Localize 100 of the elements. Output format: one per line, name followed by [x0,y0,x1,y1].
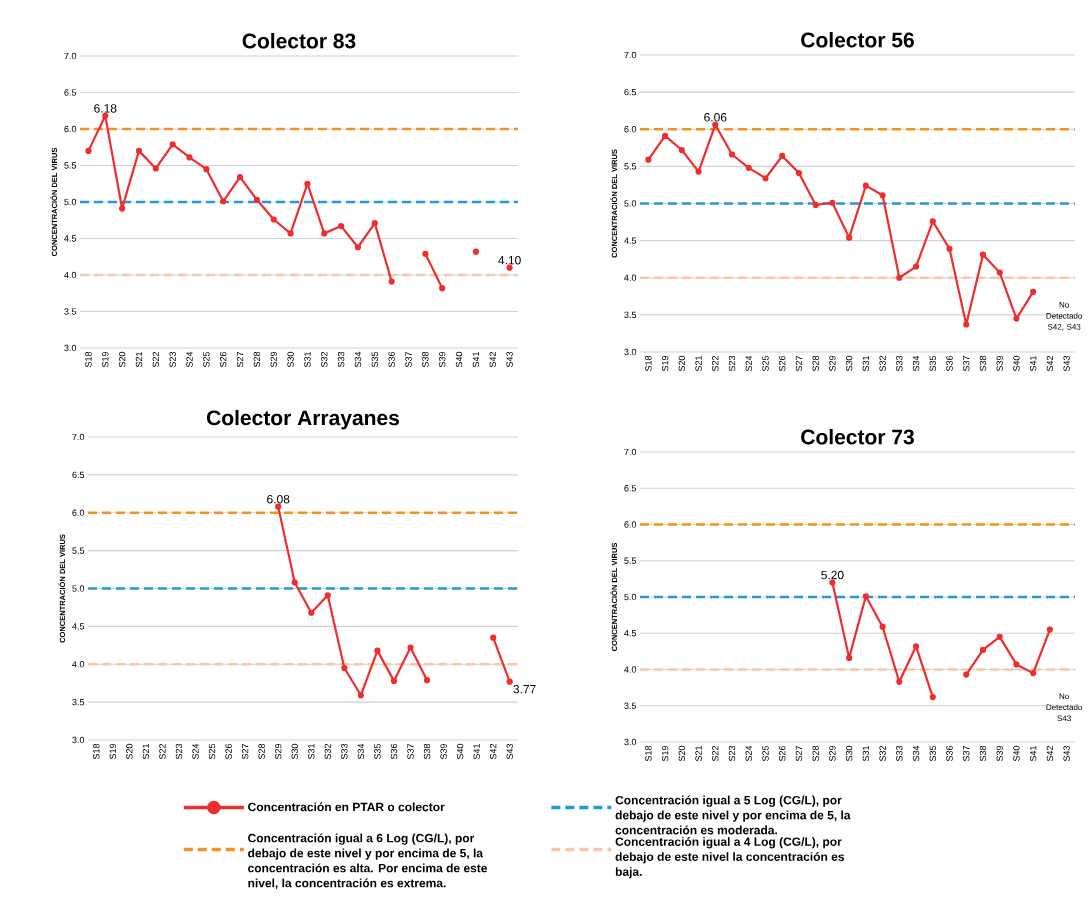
x-tick-label: S43 [1063,355,1070,372]
x-tick-label: S33 [337,351,345,368]
point [169,141,176,148]
x-tick-label: S32 [879,355,886,372]
legend-label: Concentración en PTAR o colector [248,802,445,812]
annotation: No Detectado S43 [1046,693,1083,722]
x-tick-label: S22 [712,355,719,372]
x-tick-label: S26 [779,745,786,762]
y-tick-label: 6.0 [624,521,637,528]
point [423,677,431,684]
y-tick-label: 7.0 [64,52,77,60]
point [779,152,786,160]
y-tick-label: 4.5 [624,237,637,244]
point [795,169,803,177]
x-tick-label: S43 [1063,745,1070,762]
point [371,220,378,227]
point [979,251,987,258]
x-tick-label: S24 [745,745,752,762]
data-label: 6.06 [704,113,727,122]
point [291,579,298,586]
x-tick-label: S21 [695,355,702,372]
legend-label: Concentración igual a 6 Log (CG/L), por debajo de este nivel y por encima de 5, la concentración es alta. Por encima de este nivel, la concentración es extrema. [248,833,488,890]
point [929,218,936,225]
y-tick-label: 3.5 [64,308,77,315]
y-tick-label: 4.5 [64,235,77,242]
y-tick-label: 4.5 [624,630,637,637]
x-tick-label: S41 [1029,355,1037,372]
x-tick-label: S38 [979,355,987,372]
x-tick-label: S26 [220,351,227,368]
point [186,154,193,161]
point [304,180,311,187]
x-tick-label: S37 [407,743,414,760]
point [846,654,853,661]
x-tick-label: S29 [275,743,282,760]
point [490,634,497,641]
y-tick-label: 5.5 [64,162,77,169]
x-tick-label: S41 [473,743,480,760]
point [1013,661,1020,668]
point [1046,626,1053,633]
x-tick-label: S23 [169,351,176,368]
point [308,609,315,616]
x-tick-label: S28 [258,743,265,760]
x-tick-label: S27 [795,355,803,372]
x-tick-label: S36 [390,743,398,760]
x-tick-label: S40 [1013,745,1020,762]
x-tick-label: S42 [1046,745,1054,762]
chart-title: Colector Arrayanes [206,409,399,430]
point [135,147,143,154]
legend-label: Concentración igual a 4 Log (CG/L), por debajo de este nivel la concentración es baja. [615,837,845,879]
x-tick-label: S39 [996,355,1003,372]
data-label: 6.18 [94,104,117,113]
y-tick-label: 5.0 [72,585,85,592]
chart-title: Colector 56 [801,32,914,48]
x-tick-label: S18 [85,351,92,368]
point [695,168,702,175]
x-tick-label: S20 [118,351,126,368]
y-tick-label: 6.0 [624,126,637,133]
x-tick-label: S18 [645,745,652,762]
x-tick-label: S32 [324,743,331,760]
legend-label: Concentración igual a 5 Log (CG/L), por debajo de este nivel y por encima de 5, la concentración es moderada. [615,795,851,835]
point [829,199,836,206]
point [662,132,669,140]
point [645,156,652,163]
y-tick-label: 3.0 [624,738,637,746]
x-tick-label: S42 [489,351,496,368]
y-tick-label: 3.0 [72,736,85,744]
point [287,230,294,237]
y-tick-label: 6.5 [624,485,637,492]
x-tick-label: S34 [354,351,362,368]
point [152,165,159,172]
point [354,244,362,251]
point [812,201,819,209]
point [896,274,903,281]
x-tick-label: S31 [862,745,870,762]
x-tick-label: S33 [896,745,903,762]
y-tick-label: 6.5 [72,471,85,479]
x-tick-label: S33 [896,355,903,372]
x-tick-label: S30 [845,355,853,372]
x-tick-label: S28 [253,351,261,368]
y-tick-label: 6.5 [64,89,77,96]
x-tick-label: S35 [371,351,378,368]
x-tick-label: S26 [779,355,786,372]
point [321,230,328,237]
point [220,198,227,205]
x-tick-label: S30 [287,351,294,368]
chart-title: Colector 83 [242,33,356,49]
x-tick-label: S25 [203,351,210,368]
x-tick-label: S34 [912,355,920,372]
x-tick-label: S19 [661,355,669,372]
point [236,174,244,181]
chart-title: Colector 73 [801,429,914,445]
y-tick-label: 5.5 [624,557,637,564]
x-tick-label: S42 [1046,355,1054,372]
x-tick-label: S23 [728,745,736,762]
x-tick-label: S36 [946,355,953,372]
x-tick-label: S31 [308,743,315,760]
x-tick-label: S22 [712,745,719,762]
y-tick-label: 4.0 [72,661,85,668]
x-tick-label: S29 [270,351,277,368]
x-tick-label: S28 [812,745,819,762]
